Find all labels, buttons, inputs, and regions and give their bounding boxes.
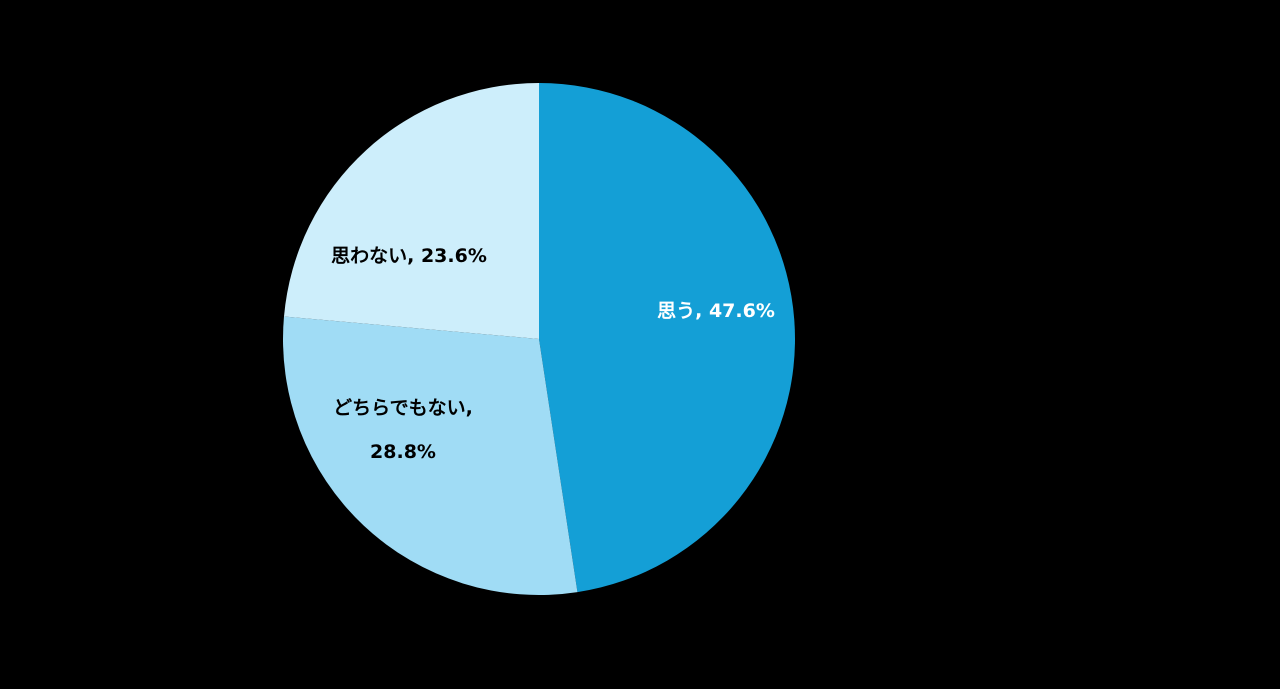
- pie-slice: [283, 316, 578, 595]
- data-label: どちらでもない, 28.8%: [333, 397, 473, 463]
- pie-slice: [539, 83, 795, 593]
- pie-slice: [283, 83, 539, 339]
- data-label: 思う, 47.6%: [657, 300, 775, 322]
- data-label: 思わない, 23.6%: [331, 245, 487, 267]
